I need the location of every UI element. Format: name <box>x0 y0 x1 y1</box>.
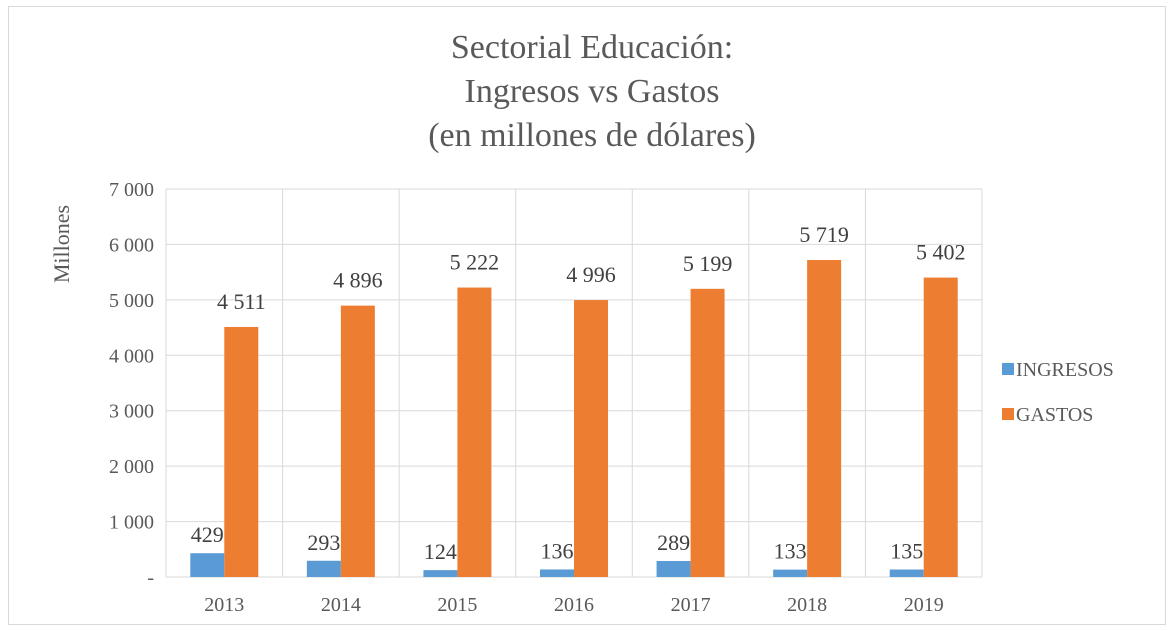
data-label-gastos: 4 511 <box>217 289 266 314</box>
data-label-ingresos: 293 <box>307 530 340 555</box>
chart-title: Sectorial Educación: Ingresos vs Gastos … <box>428 29 756 154</box>
bar-gastos-2018 <box>807 260 842 577</box>
bar-gastos-2015 <box>457 287 492 577</box>
x-tick-label: 2015 <box>437 594 477 616</box>
x-tick-label: 2019 <box>904 594 944 616</box>
legend-swatch-ingresos <box>1002 363 1014 375</box>
legend-label-gastos: GASTOS <box>1016 404 1093 426</box>
bar-ingresos-2016 <box>540 569 574 577</box>
y-tick-label: 6 000 <box>109 234 154 256</box>
bar-ingresos-2019 <box>889 569 924 577</box>
bar-ingresos-2014 <box>306 560 341 577</box>
data-label-ingresos: 133 <box>774 539 807 564</box>
data-label-ingresos: 289 <box>657 530 690 555</box>
bar-gastos-2017 <box>690 288 725 577</box>
bar-ingresos-2018 <box>773 569 808 577</box>
bar-ingresos-2015 <box>423 570 458 577</box>
chart-title-line-1: Sectorial Educación: <box>451 29 733 66</box>
data-label-gastos: 5 719 <box>799 222 849 247</box>
data-label-ingresos: 124 <box>424 539 457 564</box>
legend: INGRESOS GASTOS <box>1002 359 1114 426</box>
x-tick-label: 2014 <box>321 594 361 616</box>
legend-swatch-gastos <box>1002 408 1014 420</box>
data-labels: 429 293 124 136 289 133 135 4 511 4 896 5 222 4 99… <box>191 222 966 564</box>
x-axis-ticks: 2013 2014 2015 2016 2017 2018 2019 <box>204 594 943 616</box>
data-label-ingresos: 135 <box>890 539 923 564</box>
data-label-gastos: 4 996 <box>566 262 616 287</box>
y-tick-label: 5 000 <box>109 290 154 312</box>
x-tick-label: 2016 <box>554 594 594 616</box>
x-tick-label: 2017 <box>671 594 711 616</box>
legend-label-ingresos: INGRESOS <box>1016 359 1114 381</box>
y-tick-label: - <box>147 567 154 589</box>
bar-ingresos-2013 <box>190 553 225 577</box>
data-label-gastos: 4 896 <box>333 268 383 293</box>
bar-gastos-2016 <box>574 300 608 577</box>
y-tick-label: 1 000 <box>109 512 154 534</box>
data-label-gastos: 5 402 <box>916 240 966 265</box>
bars <box>190 260 958 577</box>
y-tick-label: 3 000 <box>109 401 154 423</box>
y-axis-label: Millones <box>49 205 74 283</box>
data-label-ingresos: 136 <box>541 538 574 563</box>
chart-title-line-3: (en millones de dólares) <box>428 117 756 154</box>
bar-gastos-2013 <box>224 326 259 577</box>
data-label-gastos: 5 199 <box>683 251 733 276</box>
bar-gastos-2019 <box>923 277 958 577</box>
y-tick-label: 2 000 <box>109 456 154 478</box>
x-tick-label: 2013 <box>204 594 244 616</box>
y-tick-label: 4 000 <box>109 345 154 367</box>
y-axis-ticks: - 1 000 2 000 3 000 4 000 5 000 6 000 7 000 <box>109 179 154 589</box>
data-label-ingresos: 429 <box>191 522 224 547</box>
chart-title-line-2: Ingresos vs Gastos <box>465 73 720 110</box>
data-label-gastos: 5 222 <box>450 250 500 275</box>
gridlines <box>165 188 983 578</box>
bar-ingresos-2017 <box>656 560 691 577</box>
y-tick-label: 7 000 <box>109 179 154 201</box>
x-tick-label: 2018 <box>787 594 827 616</box>
bar-gastos-2014 <box>340 305 375 577</box>
